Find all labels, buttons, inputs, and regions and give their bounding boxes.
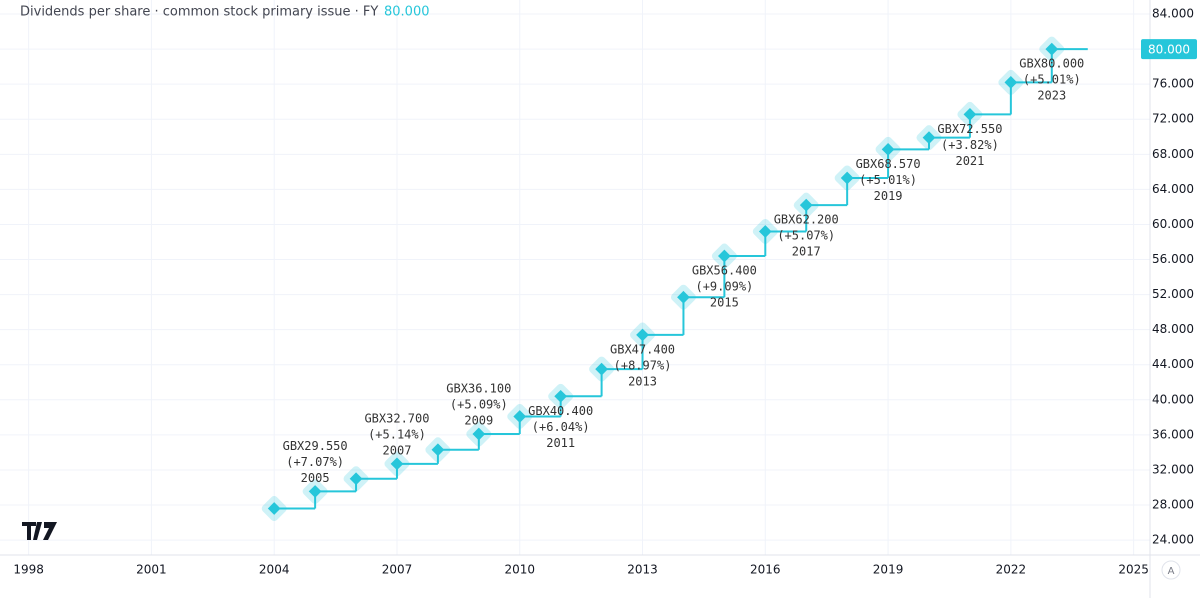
data-label: 2009 [464, 414, 493, 428]
y-tick-label: 68.000 [1152, 147, 1194, 161]
x-tick-label: 2013 [627, 563, 658, 577]
data-label: (+5.14%) [368, 427, 426, 441]
logo [22, 522, 57, 540]
y-tick-label: 84.000 [1152, 7, 1194, 21]
scale-mode-label[interactable]: A [1168, 566, 1175, 577]
data-label: 2011 [546, 436, 575, 450]
y-tick-label: 72.000 [1152, 112, 1194, 126]
x-tick-label: 2025 [1118, 563, 1149, 577]
data-label: GBX36.100 [446, 382, 511, 396]
data-label: GBX29.550 [283, 439, 348, 453]
y-tick-label: 40.000 [1152, 392, 1194, 406]
data-label: (+8.97%) [614, 358, 672, 372]
last-value-label: 80.000 [1148, 43, 1190, 57]
y-tick-label: 76.000 [1152, 77, 1194, 91]
y-tick-label: 56.000 [1152, 252, 1194, 266]
data-label: (+3.82%) [941, 138, 999, 152]
data-label: (+5.07%) [777, 229, 835, 243]
marker [349, 472, 363, 486]
x-tick-label: 2001 [136, 563, 167, 577]
chart-title: Dividends per share · common stock prima… [20, 5, 378, 20]
marker [267, 502, 281, 515]
marker [308, 485, 322, 498]
y-tick-label: 48.000 [1152, 322, 1194, 336]
y-tick-label: 60.000 [1152, 217, 1194, 231]
x-tick-label: 2016 [750, 563, 781, 577]
x-tick-label: 2019 [873, 563, 904, 577]
data-label: (+5.01%) [1023, 73, 1081, 87]
marker [390, 457, 404, 471]
last-value-box [1141, 39, 1197, 60]
data-label: (+7.07%) [286, 455, 344, 469]
data-label: GBX68.570 [856, 157, 921, 171]
y-tick-label: 24.000 [1152, 533, 1194, 547]
data-label: GBX40.400 [528, 404, 593, 418]
data-label: 2007 [383, 443, 412, 457]
data-label: GBX62.200 [774, 213, 839, 227]
y-tick-label: 44.000 [1152, 357, 1194, 371]
x-axis: 1998 2001 2004 2007 2010 2013 2016 2019 2022 2025 [13, 563, 1149, 577]
data-label: 2017 [792, 245, 821, 259]
scale-mode-button[interactable]: A [1161, 560, 1181, 580]
data-label: (+5.09%) [450, 398, 508, 412]
data-label: GBX80.000 [1019, 57, 1084, 71]
data-label: GBX72.550 [937, 122, 1002, 136]
data-label: (+5.01%) [859, 173, 917, 187]
y-tick-label: 52.000 [1152, 287, 1194, 301]
x-tick-label: 2007 [382, 563, 413, 577]
marker [472, 427, 486, 441]
title-last-value: 80.000 [384, 5, 430, 20]
data-label: (+6.04%) [532, 420, 590, 434]
y-tick-label: 32.000 [1152, 462, 1194, 476]
x-tick-label: 1998 [13, 563, 44, 577]
grid [0, 0, 1150, 555]
data-label: (+9.09%) [695, 280, 753, 294]
data-label: GBX56.400 [692, 264, 757, 278]
data-label: GBX47.400 [610, 342, 675, 356]
plot: GBX29.550 (+7.07%) 2005 GBX32.700 (+5.14%) 20… [261, 36, 1088, 522]
x-tick-label: 2022 [996, 563, 1027, 577]
marker [431, 443, 445, 457]
data-label: 2015 [710, 296, 739, 310]
data-label: 2021 [955, 154, 984, 168]
y-tick-label: 64.000 [1152, 182, 1194, 196]
x-tick-label: 2004 [259, 563, 290, 577]
data-label: 2023 [1037, 89, 1066, 103]
y-tick-label: 36.000 [1152, 427, 1194, 441]
data-label: 2013 [628, 374, 657, 388]
x-tick-label: 2010 [504, 563, 535, 577]
data-label: GBX32.700 [364, 411, 429, 425]
data-label: 2005 [301, 471, 330, 485]
data-label: 2019 [874, 189, 903, 203]
y-tick-label: 28.000 [1152, 498, 1194, 512]
